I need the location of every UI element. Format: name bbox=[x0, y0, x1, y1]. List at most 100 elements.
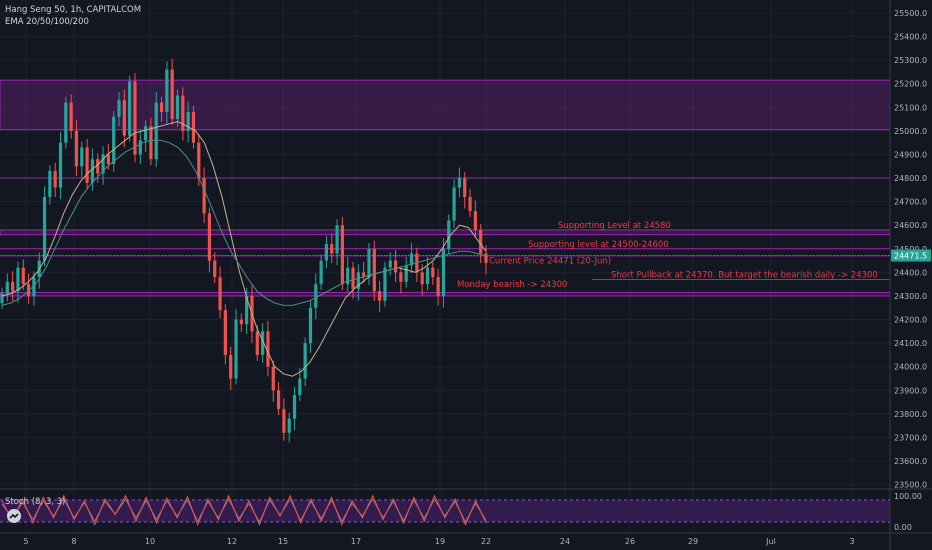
candle-body bbox=[0, 293, 4, 304]
candle-body bbox=[372, 248, 376, 292]
chart-annotation: Monday bearish -> 24300 bbox=[457, 280, 567, 290]
candle-body bbox=[362, 272, 366, 278]
candle-body bbox=[351, 267, 355, 289]
y-tick-label: 25200.0 bbox=[894, 80, 927, 89]
candle-body bbox=[202, 178, 206, 214]
chart-annotation: Current Price 24471 (20-Jun) bbox=[489, 256, 611, 266]
ema-slow-line bbox=[1, 139, 487, 306]
stoch-tick-label: 0.00 bbox=[894, 523, 912, 532]
candle-body bbox=[106, 154, 110, 164]
indicator-legend: EMA 20/50/100/200 bbox=[5, 17, 89, 27]
candle-body bbox=[229, 354, 233, 379]
candle-body bbox=[133, 81, 137, 155]
candle-body bbox=[11, 281, 15, 292]
y-tick-label: 24100.0 bbox=[894, 339, 927, 348]
candle-body bbox=[404, 265, 408, 282]
candle-body bbox=[175, 95, 180, 120]
candle-body bbox=[48, 170, 52, 197]
candle-body bbox=[314, 284, 318, 308]
candle-body bbox=[399, 272, 403, 282]
x-tick-label: 24 bbox=[560, 537, 570, 546]
y-tick-label: 25400.0 bbox=[894, 33, 927, 42]
y-tick-label: 24900.0 bbox=[894, 150, 927, 159]
x-tick-label: 29 bbox=[688, 537, 698, 546]
x-tick-label: Jul bbox=[765, 537, 776, 546]
candle-body bbox=[261, 331, 265, 355]
chart-annotation: Supporting level at 24500-24600 bbox=[528, 240, 669, 250]
symbol-title: Hang Seng 50, 1h, CAPITALCOM bbox=[5, 5, 142, 15]
candle-body bbox=[16, 267, 20, 292]
y-tick-label: 24200.0 bbox=[894, 316, 927, 325]
candle-body bbox=[324, 244, 329, 261]
candle-body bbox=[298, 378, 302, 396]
candle-body bbox=[159, 102, 164, 113]
candle-body bbox=[5, 281, 9, 294]
candle-body bbox=[112, 116, 116, 164]
candle-body bbox=[447, 220, 451, 249]
candle-body bbox=[138, 140, 142, 155]
candle-body bbox=[122, 100, 126, 136]
candle-body bbox=[346, 267, 350, 285]
ema-fast-line bbox=[1, 120, 487, 377]
x-tick-label: 8 bbox=[71, 537, 76, 546]
y-tick-label: 25100.0 bbox=[894, 103, 927, 112]
candle-body bbox=[276, 390, 281, 410]
candle-body bbox=[58, 142, 63, 188]
y-tick-label: 23600.0 bbox=[894, 457, 927, 466]
x-tick-label: 3 bbox=[849, 537, 854, 546]
candle-body bbox=[42, 196, 47, 261]
candle-body bbox=[452, 187, 456, 221]
candle-body bbox=[64, 102, 68, 143]
y-tick-label: 24700.0 bbox=[894, 198, 927, 207]
sr-zone bbox=[0, 229, 891, 236]
candle-body bbox=[223, 310, 227, 355]
candle-body bbox=[53, 170, 57, 188]
candle-body bbox=[335, 225, 339, 254]
x-tick-label: 5 bbox=[23, 537, 28, 546]
x-tick-label: 10 bbox=[145, 537, 155, 546]
candle-body bbox=[356, 272, 360, 289]
candle-body bbox=[292, 395, 297, 419]
candle-body bbox=[266, 331, 270, 367]
candle-body bbox=[234, 319, 238, 379]
candle-body bbox=[431, 267, 435, 278]
y-tick-label: 23800.0 bbox=[894, 410, 927, 419]
candle-body bbox=[330, 244, 334, 254]
sr-zone bbox=[0, 79, 891, 131]
candle-body bbox=[154, 102, 158, 160]
candle-body bbox=[96, 159, 100, 174]
candle-body bbox=[21, 267, 25, 285]
x-tick-label: 17 bbox=[351, 537, 361, 546]
candle-body bbox=[484, 253, 488, 263]
current-price-badge-label: 24471.5 bbox=[894, 252, 927, 261]
candle-body bbox=[101, 154, 105, 174]
candle-body bbox=[473, 211, 477, 230]
stoch-indicator-label: Stoch (8, 3, 3) bbox=[5, 497, 66, 507]
price-axis[interactable] bbox=[890, 0, 932, 550]
chart-annotation: Short Pullback at 24370. But target the … bbox=[611, 270, 878, 280]
candle-body bbox=[69, 102, 73, 131]
y-tick-label: 23900.0 bbox=[894, 386, 927, 395]
current-price-badge bbox=[891, 249, 931, 262]
candle-body bbox=[367, 248, 371, 278]
x-tick-label: 22 bbox=[481, 537, 491, 546]
candle-body bbox=[468, 196, 472, 212]
candle-body bbox=[383, 267, 387, 301]
candle-body bbox=[186, 112, 190, 131]
candle-body bbox=[308, 307, 313, 344]
candle-body bbox=[287, 418, 291, 433]
stoch-band bbox=[0, 500, 890, 522]
candle-body bbox=[207, 213, 212, 261]
y-tick-label: 25000.0 bbox=[894, 127, 927, 136]
y-tick-label: 24800.0 bbox=[894, 174, 927, 183]
candle-body bbox=[26, 284, 31, 296]
candle-body bbox=[170, 69, 174, 120]
candle-body bbox=[74, 130, 79, 167]
candle-body bbox=[144, 126, 148, 141]
candle-body bbox=[117, 100, 121, 117]
candle-body bbox=[165, 69, 169, 113]
candle-body bbox=[255, 331, 259, 355]
candle-body bbox=[197, 142, 201, 179]
